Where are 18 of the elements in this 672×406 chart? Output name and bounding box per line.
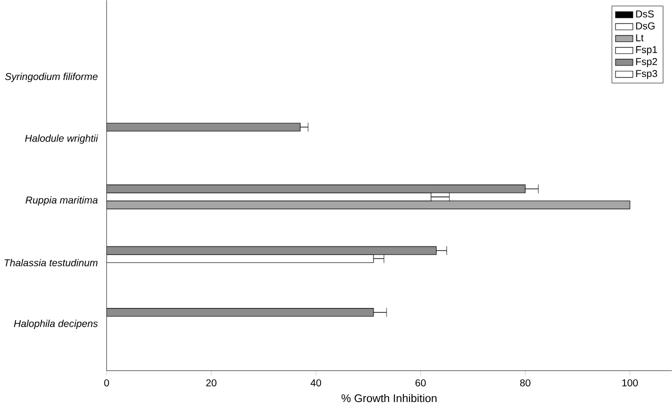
x-tick-label: 0 [104,379,109,386]
legend-label: Fsp1 [636,46,658,56]
legend-label: Fsp2 [636,58,658,68]
x-tick-label: 40 [310,379,322,386]
x-tick-label: 60 [416,379,426,386]
y-tick-label: Syringodium filiforme [5,72,98,82]
legend-label: DsS [636,10,654,18]
x-tick-label: 100 [622,379,638,386]
x-tick-label: 20 [206,379,216,386]
legend-label: Fsp3 [636,70,658,80]
y-tick-label: Thalassia testudinum [4,259,98,266]
legend-label: DsG [636,22,655,30]
y-tick-label: Halophila decipens [14,320,98,330]
legend-label: Lt [636,34,644,42]
x-axis-title: % Growth Inhibition [342,394,436,402]
x-tick-label: 80 [520,379,530,386]
y-tick-label: Halodule wrightii [25,134,98,144]
y-tick-label: Ruppia maritima [26,196,98,206]
